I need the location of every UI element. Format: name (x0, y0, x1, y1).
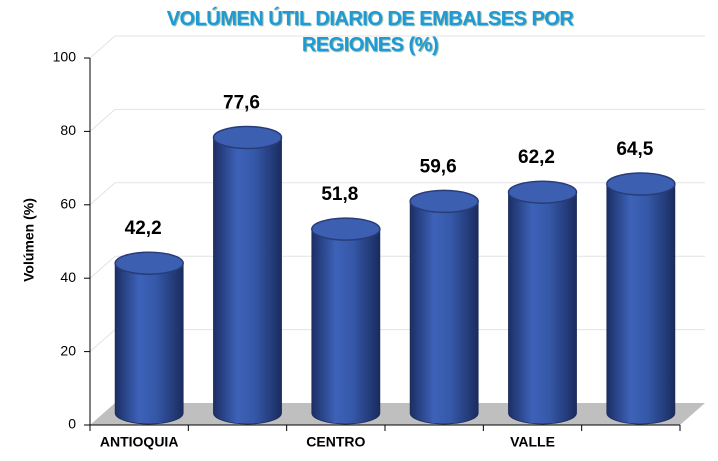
y-axis-label: Volúmen (%) (21, 198, 37, 282)
y-tick-label: 60 (60, 196, 76, 212)
grid-line (89, 182, 705, 206)
value-label: 77,6 (223, 93, 260, 114)
value-label: 62,2 (518, 147, 555, 168)
bar (606, 183, 676, 425)
bar (213, 137, 282, 425)
bar-top (212, 125, 283, 150)
value-label: 59,6 (420, 156, 457, 177)
bar (409, 201, 479, 425)
y-tick-label: 40 (60, 269, 76, 285)
bar (508, 191, 577, 425)
bar-top (114, 251, 184, 275)
bar-top (409, 189, 479, 214)
x-tick-label: ANTIOQUIA (100, 434, 179, 450)
value-label: 64,5 (616, 139, 653, 160)
bar-top (507, 180, 578, 204)
bar (114, 262, 184, 425)
value-label: 42,2 (125, 218, 162, 239)
y-tick-label: 80 (60, 122, 76, 138)
value-label: 51,8 (321, 184, 358, 205)
bar (311, 228, 381, 425)
y-tick-label: 0 (68, 416, 76, 432)
x-tick-label: VALLE (510, 434, 555, 450)
grid-line (89, 35, 705, 59)
grid-line (89, 108, 705, 132)
bar-top (606, 172, 676, 196)
x-tick-label: CENTRO (306, 434, 365, 450)
y-tick-label: 20 (60, 342, 76, 358)
chart-title: VOLÚMEN ÚTIL DIARIO DE EMBALSES POR REGI… (166, 8, 574, 56)
y-tick-label: 100 (53, 49, 77, 65)
bar-top (311, 217, 381, 241)
